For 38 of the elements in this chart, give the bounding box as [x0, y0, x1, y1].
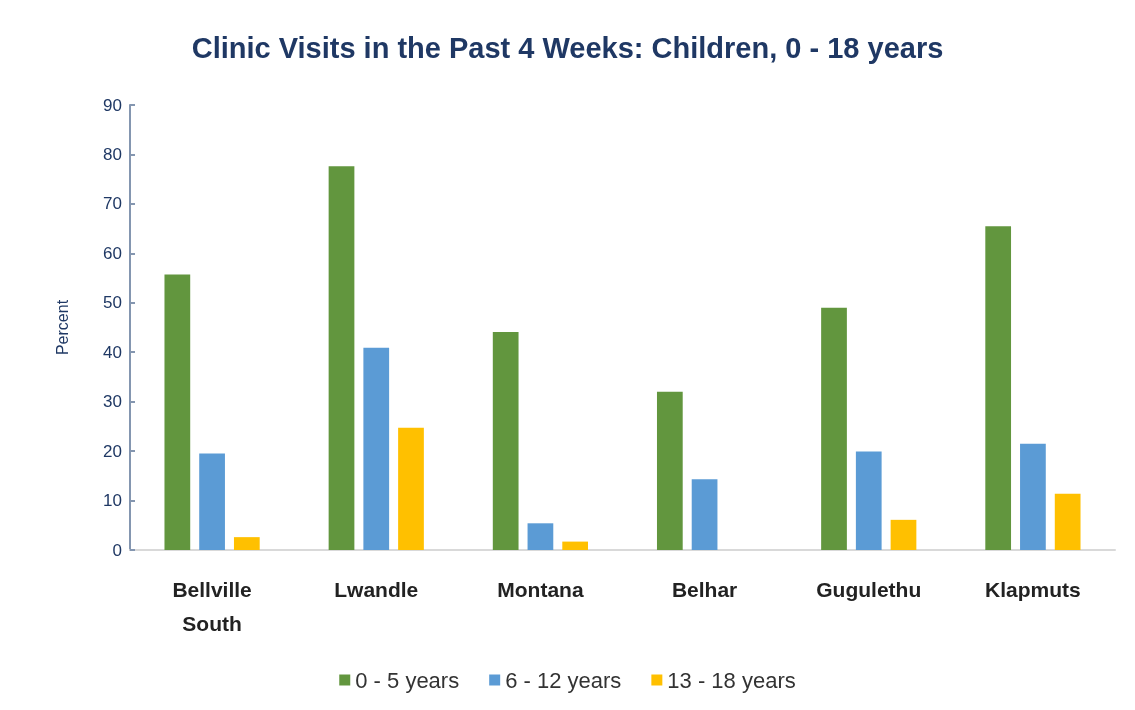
y-tick-label: 90	[103, 95, 122, 115]
y-tick-label: 20	[103, 441, 122, 461]
y-tick-label: 0	[112, 540, 122, 560]
y-tick-label: 50	[103, 293, 122, 313]
bar	[233, 537, 260, 550]
y-tick-label: 70	[103, 194, 122, 214]
bar	[363, 347, 390, 550]
y-tick-label: 80	[103, 144, 122, 164]
bar	[1020, 443, 1046, 550]
bar	[527, 523, 554, 550]
legend-label: 0 - 5 years	[355, 667, 460, 693]
x-tick-label: Klapmuts	[985, 577, 1081, 601]
x-tick-label: Bellville South	[172, 577, 252, 635]
x-tick-label: Montana	[497, 577, 584, 601]
bar	[328, 166, 355, 550]
legend-label: 13 - 18 years	[667, 667, 796, 693]
x-tick-label: Gugulethu	[816, 577, 922, 601]
bar	[890, 519, 917, 550]
bar	[199, 453, 225, 550]
bar	[398, 427, 424, 550]
bar	[855, 451, 882, 550]
chart-title: Clinic Visits in the Past 4 Weeks: Children, 0 - 18 years	[191, 31, 944, 64]
bar	[562, 541, 589, 550]
y-tick-label: 10	[103, 491, 122, 511]
x-tick-label: Belhar	[671, 577, 738, 601]
bar	[656, 391, 683, 550]
x-tick-label: Lwandle	[334, 577, 419, 601]
y-tick-label: 30	[103, 392, 122, 412]
y-tick-label: 40	[103, 342, 122, 362]
y-tick-label: 60	[103, 243, 122, 263]
bar	[492, 331, 519, 550]
legend-label: 6 - 12 years	[505, 667, 622, 693]
bar	[985, 226, 1012, 550]
bar	[821, 307, 847, 550]
bar	[691, 479, 718, 550]
bar	[164, 274, 191, 550]
bar	[1054, 493, 1081, 550]
y-axis-title: Percent	[53, 299, 71, 356]
